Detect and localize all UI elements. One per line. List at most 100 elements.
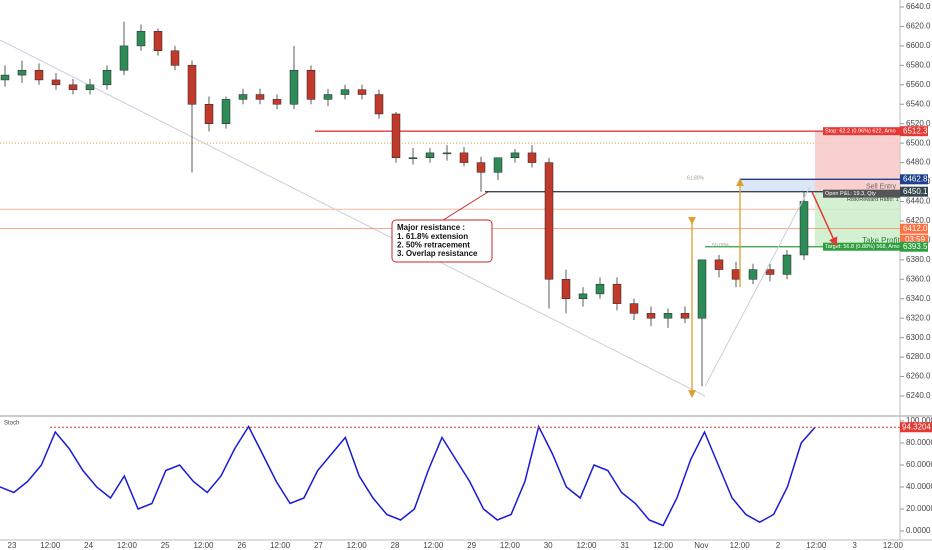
candle-body (238, 94, 248, 100)
candle-body (34, 69, 44, 81)
candle-body (306, 69, 316, 100)
y-tick-label: 6420.0 (906, 216, 931, 225)
candle-body (323, 94, 333, 100)
time-tag (900, 234, 928, 245)
level-label: 6512.3 (903, 126, 928, 135)
sell-label: Sell Entry (866, 184, 896, 191)
candle-body (782, 254, 792, 275)
level-tag (900, 126, 928, 137)
x-tick-label: 12:00 (730, 541, 751, 550)
y-tick-label: 100.0000 (906, 416, 932, 425)
y-tick-label: 40.0000 (906, 482, 932, 491)
y-tick-label: 6280.0 (906, 352, 931, 361)
x-tick-label: 23 (8, 541, 17, 550)
x-tick-label: 31 (620, 541, 629, 550)
candle-body (357, 89, 367, 95)
level-text-bg (823, 189, 900, 198)
y-tick-label: 6260.0 (906, 372, 931, 381)
y-tick-label: 60.0000 (906, 460, 932, 469)
x-tick-label: 12:00 (423, 541, 444, 550)
candle-body (663, 313, 673, 319)
candle-body (272, 99, 282, 105)
x-tick-label: 3 (852, 541, 857, 550)
x-tick-label: 25 (161, 541, 170, 550)
y-tick-label: 6380.0 (906, 255, 931, 264)
x-tick-label: Nov (694, 541, 708, 550)
candle-body (680, 313, 690, 319)
candle-body (0, 74, 10, 81)
candle-body (646, 313, 656, 319)
callout-line (439, 191, 489, 223)
candle-body (748, 269, 758, 280)
candle-body (340, 89, 350, 95)
candle-body (765, 269, 775, 275)
x-tick-label: 12:00 (653, 541, 674, 550)
candle-body (459, 152, 469, 163)
candle-body (799, 201, 809, 256)
entry-zone (740, 179, 815, 192)
y-tick-label: 6480.0 (906, 158, 931, 167)
candle-body (629, 303, 639, 314)
callout-line-text: 2. 50% retracement (397, 241, 470, 250)
x-tick-label: 12:00 (500, 541, 521, 550)
projection-line (704, 186, 811, 387)
level-label: 6412.0 (903, 224, 928, 233)
candle-body (493, 157, 503, 173)
level-label: 6462.8 (903, 174, 928, 183)
candle-body (289, 69, 299, 105)
candle-body (170, 50, 180, 66)
y-tick-label: 6620.0 (906, 22, 931, 31)
x-tick-label: 28 (391, 541, 400, 550)
x-tick-label: 12:00 (40, 541, 61, 550)
y-tick-label: 6320.0 (906, 313, 931, 322)
callout-line-text: 3. Overlap resistance (397, 249, 478, 258)
level-text: Open P&L: 19.3, Qty (825, 191, 876, 197)
candle-body (527, 152, 537, 163)
x-tick-label: 24 (84, 541, 93, 550)
candle-body (51, 79, 61, 86)
candle-body (85, 84, 95, 90)
x-tick-label: 26 (237, 541, 246, 550)
x-tick-label: 30 (544, 541, 553, 550)
x-tick-label: 12:00 (576, 541, 597, 550)
candle-body (408, 157, 418, 159)
stop-zone (815, 131, 900, 192)
candle-body (119, 45, 129, 71)
level-tag (900, 223, 928, 234)
candle-body (612, 283, 622, 304)
y-tick-label: 6560.0 (906, 80, 931, 89)
time-label: 03:59 (905, 235, 926, 244)
level-text: Stop: 62.2 (0.96%) 622, Amo (825, 129, 896, 135)
y-tick-label: 6500.0 (906, 138, 931, 147)
candle-body (17, 69, 27, 76)
stoch-line (0, 424, 816, 527)
last-value-tag (900, 422, 932, 433)
callout-box (391, 219, 493, 263)
candle-body (731, 269, 741, 280)
fib-label: 61.80% (687, 176, 705, 182)
x-tick-label: 12:00 (347, 541, 368, 550)
level-tag (900, 186, 928, 197)
candle-body (391, 113, 401, 158)
y-tick-label: 6540.0 (906, 99, 931, 108)
candle-body (476, 162, 486, 173)
x-tick-label: 29 (467, 541, 476, 550)
candle-body (714, 259, 724, 270)
candle-body (204, 104, 214, 124)
x-tick-label: 12:00 (193, 541, 214, 550)
y-tick-label: 6360.0 (906, 274, 931, 283)
y-tick-label: 80.0000 (906, 438, 932, 447)
x-tick-label: 27 (314, 541, 323, 550)
indicator-name: Stoch (4, 421, 19, 427)
fib-label: 50.00% (712, 243, 730, 249)
candle-body (187, 65, 197, 105)
level-text: Target: 56.8 (0.88%) 568, Amo (825, 244, 900, 250)
candle-body (374, 94, 384, 115)
last-value-label: 94.3204 (902, 422, 931, 431)
trend-line (0, 39, 706, 397)
candle-body (136, 31, 146, 47)
candle-body (442, 152, 452, 155)
candle-body (102, 69, 112, 86)
x-tick-label: 12:00 (117, 541, 138, 550)
